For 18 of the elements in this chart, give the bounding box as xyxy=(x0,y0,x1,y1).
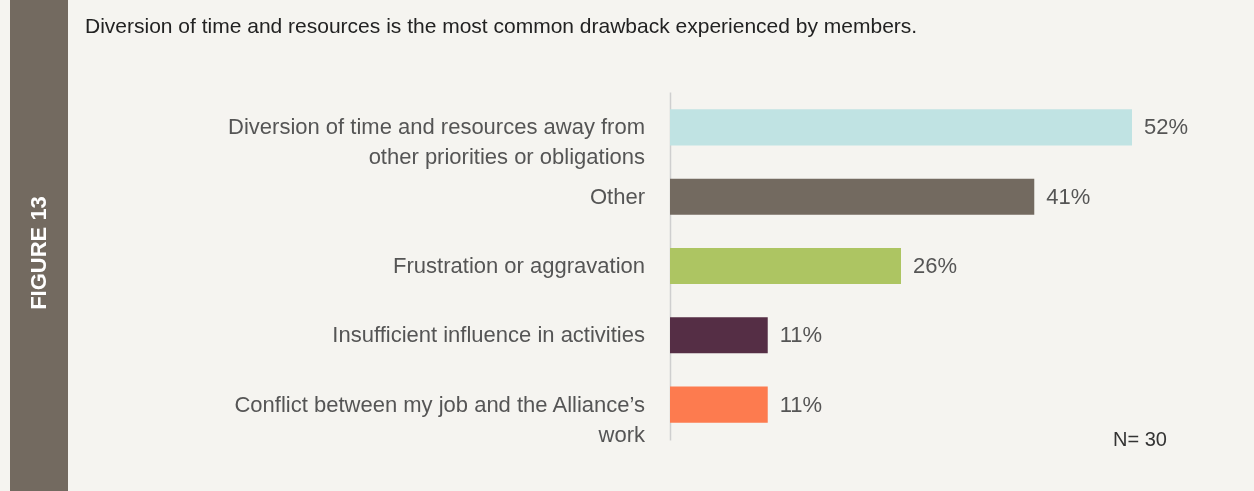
bar xyxy=(670,247,901,285)
y-tick-label: Insufficient influence in activities xyxy=(332,322,645,348)
data-label: 52% xyxy=(1144,114,1189,140)
data-label: 41% xyxy=(1046,183,1091,209)
data-label: 11% xyxy=(779,322,823,348)
data-label: 11% xyxy=(779,391,823,417)
bar xyxy=(670,178,1035,215)
text: Diversion of time and resources is the most common drawback experienced by members. xyxy=(85,14,918,37)
y-tick-label: Other xyxy=(589,183,645,209)
caption: FIGURE 13 xyxy=(26,196,51,310)
bar xyxy=(670,317,768,354)
bar xyxy=(670,386,768,423)
y-tick-label: Frustration or aggravation xyxy=(393,253,645,278)
data-label: 26% xyxy=(913,253,958,278)
bar xyxy=(670,109,1132,146)
annotation: N= 30 xyxy=(1113,428,1167,450)
y-tick-label: Diversion of time and resources away from other priorities or obligations xyxy=(228,114,645,170)
y-tick-label: Conflict between my job and the Alliance’s work xyxy=(234,391,646,447)
